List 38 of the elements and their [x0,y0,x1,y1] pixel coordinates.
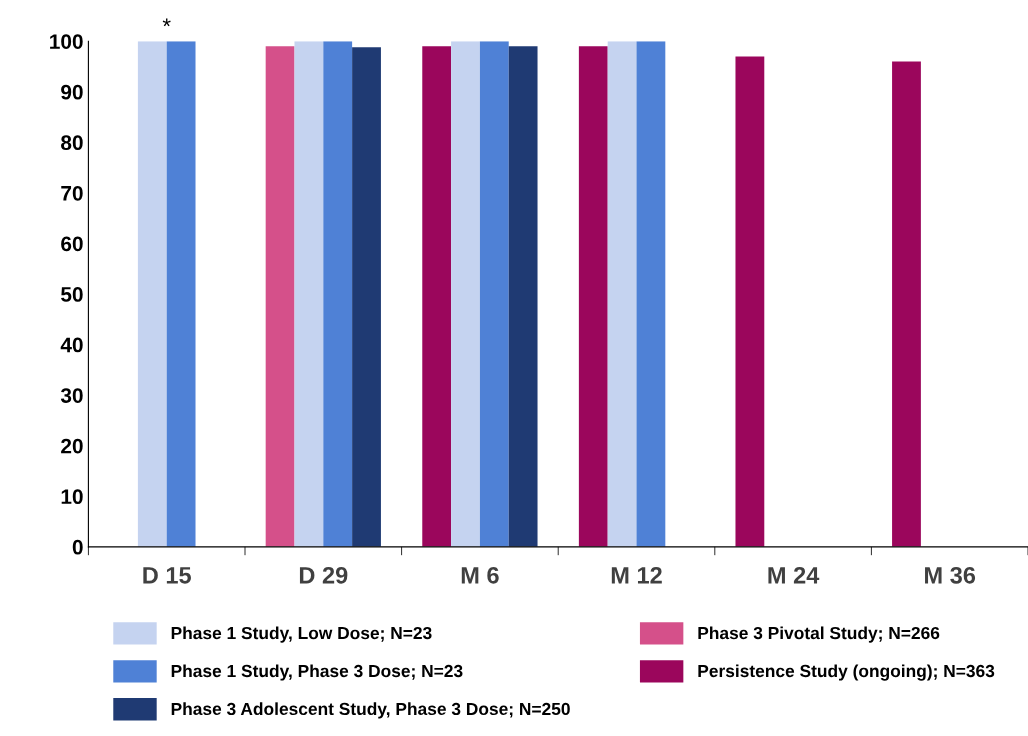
bar [352,47,381,547]
bar [892,61,921,547]
bar [578,46,608,547]
bar [636,41,666,547]
bar [735,56,765,547]
y-tick-label: 50 [61,287,83,302]
y-tick-label: 90 [61,84,83,100]
y-tick-label: 10 [61,489,83,505]
bar [265,46,295,547]
legend-label: Persistence Study (ongoing); N=363 [698,664,995,681]
y-tick-label: 40 [60,337,83,353]
y-tick-label: 70 [61,185,83,201]
y-tick-label: 100 [50,34,83,49]
x-tick-label: M 12 [611,566,662,584]
x-tick-label: M 24 [768,566,820,584]
y-tick-label: 80 [61,135,83,151]
annotation: * [162,18,171,27]
y-tick-label: 30 [60,388,83,403]
legend-label: Phase 3 Adolescent Study, Phase 3 Dose; N=250 [171,702,570,719]
bar [166,41,196,547]
bar [508,46,538,547]
x-tick-label: M 6 [461,566,499,584]
x-tick-label: D 29 [299,566,348,584]
bar [137,41,167,547]
y-tick-label: 20 [61,438,83,454]
legend-label: Phase 1 Study, Low Dose; N=23 [171,626,432,643]
y-tick-label: 0 [72,539,83,555]
bar [422,46,452,547]
bar [323,41,353,547]
x-tick-label: D 15 [143,567,191,584]
bar [479,41,509,547]
legend-label: Phase 3 Pivotal Study; N=266 [698,626,940,643]
bar [294,41,324,547]
legend-label: Phase 1 Study, Phase 3 Dose; N=23 [171,664,463,681]
bar [451,41,480,547]
bar [607,41,637,547]
x-tick-label: M 36 [925,566,976,584]
y-tick-label: 60 [61,236,83,252]
